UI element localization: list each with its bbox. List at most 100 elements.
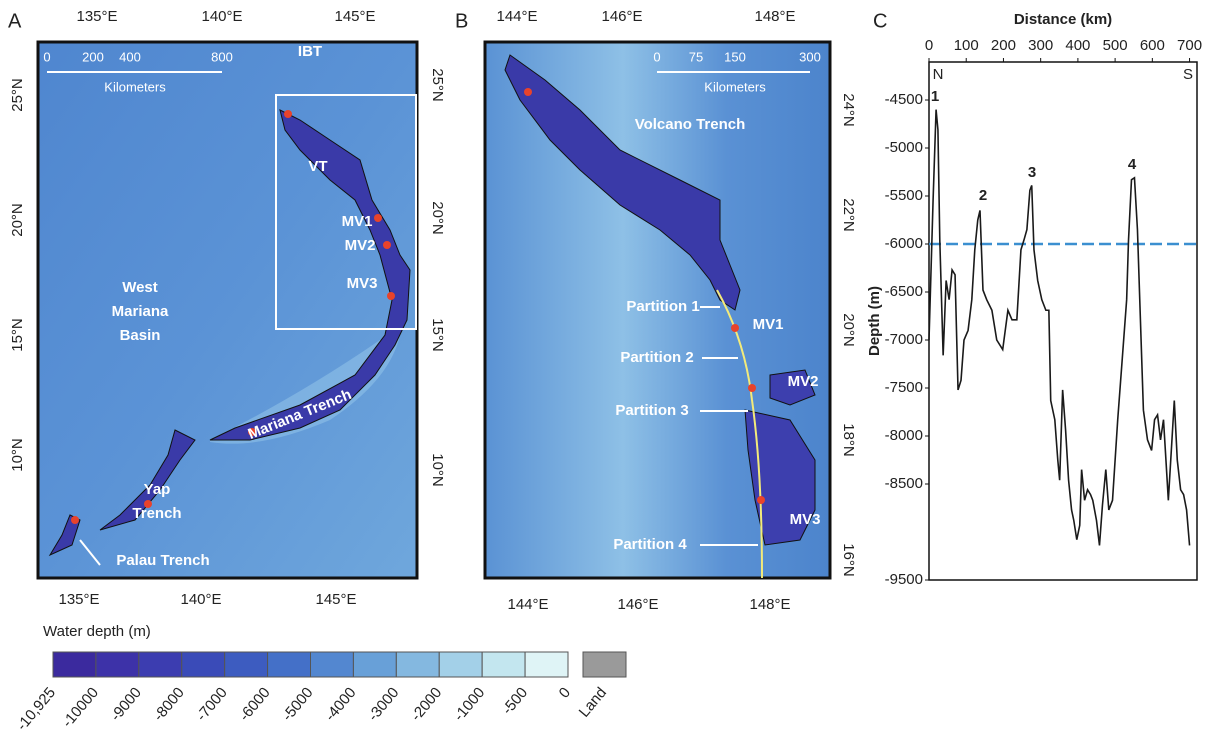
legend-label: -1000 <box>451 684 489 724</box>
x-tick-label: 400 <box>1065 37 1090 54</box>
inset-box <box>275 94 417 330</box>
map-frame <box>36 40 419 580</box>
place-label: Partition 1 <box>626 298 699 315</box>
place-label: IBT <box>298 43 322 60</box>
color-swatch <box>352 651 397 678</box>
mv2 <box>769 369 816 406</box>
mv3 <box>744 409 816 546</box>
legend-label: -5000 <box>279 684 317 724</box>
color-swatch <box>310 651 354 678</box>
color-swatch <box>524 651 569 678</box>
legend-label: -7000 <box>193 684 231 724</box>
map-tick-label: 140°E <box>201 8 242 25</box>
map-tick-label: 146°E <box>601 8 642 25</box>
y-tick-label: -4500 <box>885 91 923 108</box>
map-tick-label: 20°N <box>9 203 26 237</box>
volcano-trench <box>504 54 741 311</box>
x-tick-label: 300 <box>1028 37 1053 54</box>
sites <box>524 88 765 504</box>
place-label: VT <box>308 158 327 175</box>
legend-label: 0 <box>556 684 574 701</box>
scale-label: 0 <box>653 49 660 64</box>
peak-label: 3 <box>1028 164 1036 181</box>
place-label: Mariana <box>112 303 169 320</box>
scale-label: 800 <box>211 49 233 64</box>
x-tick-label: 200 <box>991 37 1016 54</box>
ridge <box>210 335 400 444</box>
map-tick-label: 135°E <box>76 8 117 25</box>
y-tick-label: -9500 <box>885 571 923 588</box>
x-axis-label: Distance (km) <box>1014 11 1112 28</box>
map-tick-label: 20°N <box>429 201 446 235</box>
end-label: N <box>933 66 944 83</box>
x-tick-label: 600 <box>1140 37 1165 54</box>
arrows <box>700 306 758 546</box>
y-tick-label: -5500 <box>885 187 923 204</box>
map-tick-label: 15°N <box>429 318 446 352</box>
peak-label: 1 <box>931 88 939 105</box>
mariana-trench <box>209 109 411 441</box>
scale-label: 400 <box>119 49 141 64</box>
sites <box>71 110 395 524</box>
map-tick-label: 145°E <box>315 591 356 608</box>
y-tick-label: -8500 <box>885 475 923 492</box>
map-tick-label: 20°N <box>840 313 857 347</box>
y-axis-label: Depth (m) <box>866 286 883 356</box>
place-label: MV3 <box>347 275 378 292</box>
place-label: West <box>122 279 158 296</box>
color-swatch <box>438 651 483 678</box>
place-label: MV1 <box>342 213 373 230</box>
place-label: Partition 3 <box>615 402 688 419</box>
y-tick-label: -7000 <box>885 331 923 348</box>
scale-label: 200 <box>82 49 104 64</box>
color-swatch <box>224 651 269 678</box>
color-swatch <box>481 651 526 678</box>
map-tick-label: 16°N <box>840 543 857 577</box>
map-b <box>483 40 832 580</box>
color-swatch <box>267 651 312 678</box>
color-swatch <box>138 651 183 678</box>
place-label: Volcano Trench <box>635 116 746 133</box>
scale-unit: Kilometers <box>704 79 766 94</box>
place-label: Basin <box>120 327 161 344</box>
map-tick-label: 10°N <box>9 438 26 472</box>
color-swatch <box>95 651 140 678</box>
peak-label: 4 <box>1128 156 1137 173</box>
color-swatch <box>395 651 440 678</box>
depth-line <box>928 109 1191 546</box>
map-tick-label: 24°N <box>840 93 857 127</box>
scale-label: 75 <box>689 49 703 64</box>
x-tick-label: 700 <box>1177 37 1202 54</box>
y-tick-label: -7500 <box>885 379 923 396</box>
y-tick-label: -5000 <box>885 139 923 156</box>
color-swatch <box>52 651 97 678</box>
map-tick-label: 25°N <box>429 68 446 102</box>
map-tick-label: 144°E <box>507 596 548 613</box>
legend-label: -10,925 <box>13 684 59 733</box>
legend-label: -10000 <box>59 684 102 731</box>
place-label: Trench <box>132 505 181 522</box>
map-tick-label: 15°N <box>9 318 26 352</box>
map-tick-label: 148°E <box>754 8 795 25</box>
place-label: MV2 <box>345 237 376 254</box>
place-label: Palau Trench <box>116 552 209 569</box>
map-tick-label: 148°E <box>749 596 790 613</box>
legend-title: Water depth (m) <box>43 623 151 640</box>
map-tick-label: 25°N <box>9 78 26 112</box>
map-tick-label: 10°N <box>429 453 446 487</box>
place-label: Partition 4 <box>613 536 687 553</box>
legend-label: -2000 <box>408 684 446 724</box>
place-label: Partition 2 <box>620 349 693 366</box>
y-tick-label: -8000 <box>885 427 923 444</box>
y-tick-label: -6000 <box>885 235 923 252</box>
legend-label: -500 <box>499 684 531 718</box>
legend-label: Land <box>576 684 610 720</box>
map-tick-label: 22°N <box>840 198 857 232</box>
panel-letter: C <box>873 10 887 32</box>
map-tick-label: 144°E <box>496 8 537 25</box>
place-label: MV3 <box>790 511 821 528</box>
x-tick-label: 500 <box>1103 37 1128 54</box>
map-tick-label: 140°E <box>180 591 221 608</box>
